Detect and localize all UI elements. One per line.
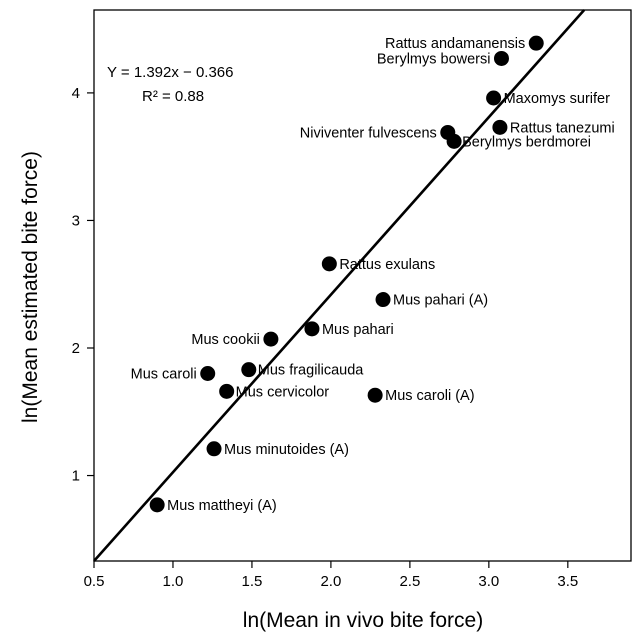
data-point bbox=[367, 387, 383, 403]
point-label: Mus pahari bbox=[322, 322, 394, 338]
y-tick-label: 3 bbox=[72, 212, 80, 229]
x-axis-title: ln(Mean in vivo bite force) bbox=[243, 609, 483, 632]
point-label: Mus pahari (A) bbox=[393, 293, 488, 309]
data-point bbox=[321, 256, 337, 272]
data-point bbox=[375, 292, 391, 308]
y-tick-label: 1 bbox=[72, 468, 80, 485]
point-label: Berylmys bowersi bbox=[377, 51, 491, 67]
data-point bbox=[219, 383, 235, 399]
x-tick-label: 3.0 bbox=[478, 573, 499, 590]
y-tick-label: 4 bbox=[72, 85, 80, 102]
data-point bbox=[492, 119, 508, 135]
x-tick-label: 0.5 bbox=[84, 573, 105, 590]
data-point bbox=[486, 90, 502, 106]
equation-annotation: Y = 1.392x − 0.366 bbox=[107, 64, 234, 81]
regression-line bbox=[93, 9, 586, 562]
point-label: Rattus exulans bbox=[339, 257, 435, 273]
y-axis-title: ln(Mean estimated bite force) bbox=[19, 151, 42, 423]
point-label: Mus cookii bbox=[191, 332, 260, 348]
point-label: Maxomys surifer bbox=[504, 91, 611, 107]
plot-frame bbox=[93, 9, 632, 562]
data-point bbox=[493, 50, 509, 66]
point-label: Mus fragilicauda bbox=[258, 363, 365, 379]
point-label: Mus cervicolor bbox=[236, 384, 330, 400]
data-point bbox=[241, 362, 257, 378]
point-label: Niviventer fulvescens bbox=[300, 125, 437, 141]
r-squared-annotation: R² = 0.88 bbox=[142, 88, 204, 105]
data-point bbox=[263, 331, 279, 347]
data-point bbox=[446, 133, 462, 149]
data-point bbox=[149, 497, 165, 513]
x-tick-label: 1.5 bbox=[242, 573, 263, 590]
data-point bbox=[528, 35, 544, 51]
data-point bbox=[304, 321, 320, 337]
x-tick-label: 1.0 bbox=[163, 573, 184, 590]
x-tick-label: 3.5 bbox=[557, 573, 578, 590]
point-label: Mus caroli bbox=[131, 367, 197, 383]
point-label: Mus mattheyi (A) bbox=[167, 498, 277, 514]
point-label: Rattus andamanensis bbox=[385, 36, 525, 52]
x-tick-label: 2.5 bbox=[399, 573, 420, 590]
y-tick-label: 2 bbox=[72, 340, 80, 357]
x-tick-label: 2.0 bbox=[320, 573, 341, 590]
point-label: Rattus tanezumi bbox=[510, 120, 615, 136]
point-label: Berylmys berdmorei bbox=[462, 134, 591, 150]
data-point bbox=[206, 441, 222, 457]
data-point bbox=[200, 366, 216, 382]
point-label: Mus minutoides (A) bbox=[224, 442, 349, 458]
point-label: Mus caroli (A) bbox=[385, 388, 474, 404]
